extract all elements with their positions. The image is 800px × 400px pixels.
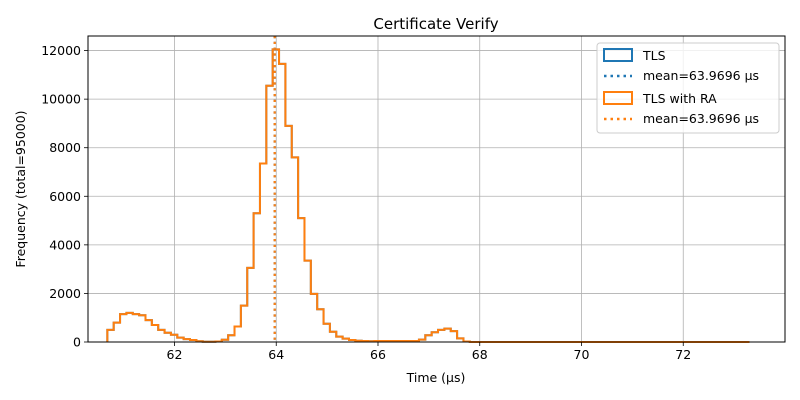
x-tick-label: 68: [472, 347, 488, 362]
legend-label-tls: TLS: [642, 48, 666, 63]
histogram-step-tls-with-ra: [106, 48, 750, 343]
y-tick-label: 4000: [49, 237, 81, 252]
legend-label-tls-with-ra: TLS with RA: [642, 91, 717, 106]
legend: TLS mean=63.9696 µs TLS with RA mean=63.…: [596, 42, 780, 134]
legend-label-tls-mean: mean=63.9696 µs: [643, 68, 759, 83]
y-tick-label: 12000: [41, 43, 81, 58]
y-tick-label: 10000: [41, 92, 81, 107]
x-tick-label: 72: [675, 347, 691, 362]
y-axis-title: Frequency (total=95000): [13, 110, 28, 267]
y-tick-label: 2000: [49, 286, 81, 301]
x-axis-ticks: 62 64 66 68 70 72: [167, 342, 691, 362]
y-axis-ticks: 0 2000 4000 6000 8000 10000 12000: [41, 43, 88, 350]
plot-frame: [87, 35, 786, 343]
x-tick-label: 64: [268, 347, 284, 362]
chart-title: Certificate Verify: [373, 15, 498, 33]
y-tick-label: 6000: [49, 189, 81, 204]
x-tick-label: 62: [167, 347, 183, 362]
y-tick-label: 8000: [49, 140, 81, 155]
legend-label-tls-with-ra-mean: mean=63.9696 µs: [643, 111, 759, 126]
x-axis-title: Time (µs): [406, 370, 466, 385]
legend-box: [596, 42, 780, 134]
y-tick-label: 0: [73, 335, 81, 350]
series-layer: [106, 48, 750, 343]
x-tick-label: 70: [574, 347, 590, 362]
x-tick-label: 66: [370, 347, 386, 362]
legend-patch-tls: [603, 48, 633, 62]
legend-patch-tls-with-ra: [603, 91, 633, 105]
